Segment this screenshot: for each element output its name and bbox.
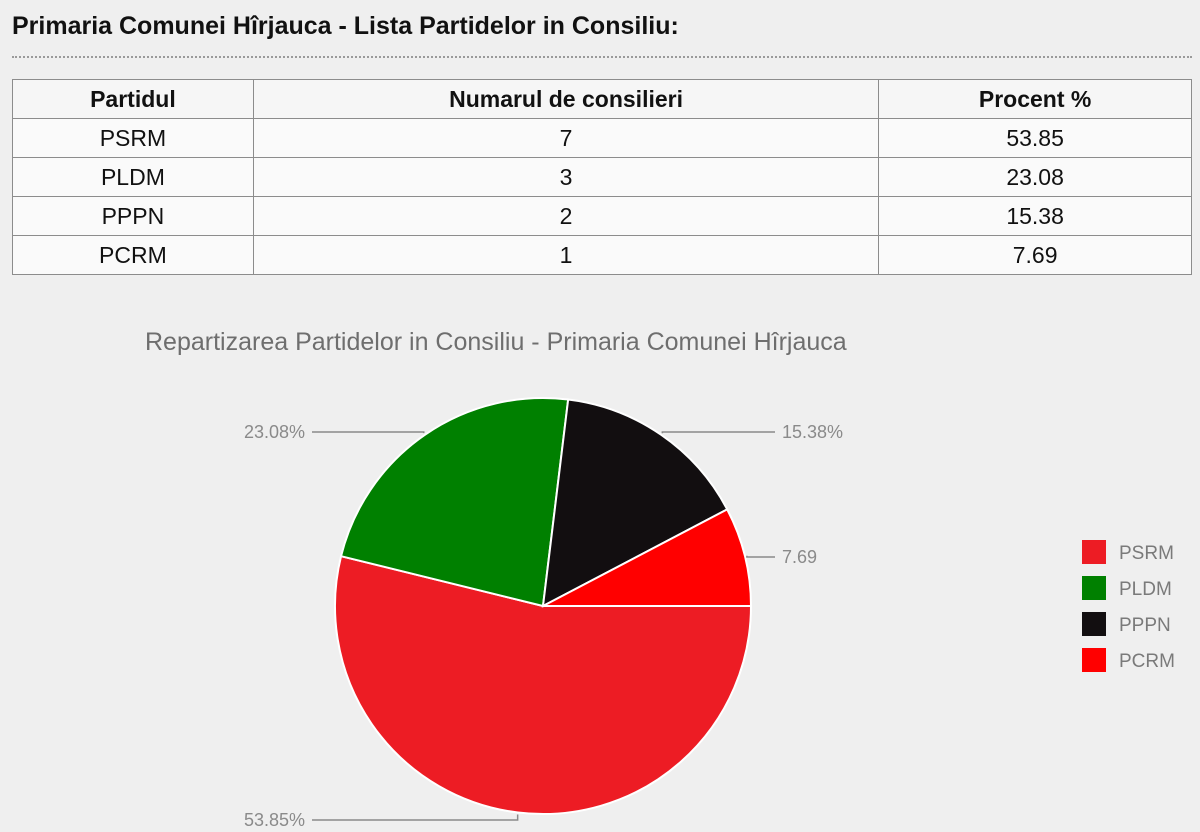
title-divider bbox=[12, 56, 1192, 58]
leader-line-pldm bbox=[312, 431, 425, 434]
percent-cell: 7.69 bbox=[878, 235, 1192, 275]
councillors-cell: 7 bbox=[252, 118, 880, 158]
chart-legend: PSRM PLDM PPPN PCRM bbox=[1082, 540, 1175, 672]
legend-swatch-pldm bbox=[1082, 576, 1106, 600]
legend-label-pcrm: PCRM bbox=[1119, 651, 1175, 672]
pie-slice-psrm bbox=[334, 554, 753, 815]
slice-label-pcrm: 7.69 bbox=[782, 547, 817, 567]
councillors-cell: 1 bbox=[252, 235, 880, 275]
party-cell: PLDM bbox=[12, 157, 254, 197]
percent-cell: 23.08 bbox=[878, 157, 1192, 197]
pie-slice-pppn bbox=[541, 398, 729, 608]
slice-labels: 53.85% 23.08% 15.38% 7.69 bbox=[244, 422, 843, 830]
header-numarul-de-consilieri: Numarul de consilieri bbox=[252, 79, 880, 119]
councillors-cell: 3 bbox=[252, 157, 880, 197]
page-title: Primaria Comunei Hîrjauca - Lista Partid… bbox=[12, 12, 679, 40]
party-cell: PSRM bbox=[12, 118, 254, 158]
header-procent: Procent % bbox=[878, 79, 1192, 119]
legend-swatch-pcrm bbox=[1082, 648, 1106, 672]
header-partidul: Partidul bbox=[12, 79, 254, 119]
chart-title: Repartizarea Partidelor in Consiliu - Pr… bbox=[145, 328, 847, 356]
slice-label-pldm: 23.08% bbox=[244, 422, 305, 442]
percent-cell: 53.85 bbox=[878, 118, 1192, 158]
slice-label-psrm: 53.85% bbox=[244, 810, 305, 830]
party-cell: PCRM bbox=[12, 235, 254, 275]
legend-label-psrm: PSRM bbox=[1119, 543, 1174, 564]
leader-line-pppn bbox=[661, 431, 775, 434]
pie-slice-pcrm bbox=[542, 508, 753, 607]
pie-slices bbox=[334, 397, 753, 815]
councillors-cell: 2 bbox=[252, 196, 880, 236]
legend-label-pppn: PPPN bbox=[1119, 615, 1171, 636]
party-cell: PPPN bbox=[12, 196, 254, 236]
table-row: PSRM 7 53.85 bbox=[12, 118, 1192, 158]
percent-cell: 15.38 bbox=[878, 196, 1192, 236]
table-row: PPPN 2 15.38 bbox=[12, 196, 1192, 236]
council-parties-table: Partidul Numarul de consilieri Procent %… bbox=[12, 79, 1192, 275]
slice-label-leaders bbox=[312, 431, 775, 821]
table-row: PLDM 3 23.08 bbox=[12, 157, 1192, 197]
pie-chart: Repartizarea Partidelor in Consiliu - Pr… bbox=[145, 328, 1175, 830]
legend-swatch-pppn bbox=[1082, 612, 1106, 636]
leader-line-psrm bbox=[312, 814, 519, 821]
leader-line-pcrm bbox=[746, 555, 775, 558]
table-header-row: Partidul Numarul de consilieri Procent % bbox=[12, 79, 1192, 119]
slice-label-pppn: 15.38% bbox=[782, 422, 843, 442]
pie-slice-pldm bbox=[339, 397, 570, 608]
legend-label-pldm: PLDM bbox=[1119, 579, 1172, 600]
table-row: PCRM 1 7.69 bbox=[12, 235, 1192, 275]
legend-swatch-psrm bbox=[1082, 540, 1106, 564]
